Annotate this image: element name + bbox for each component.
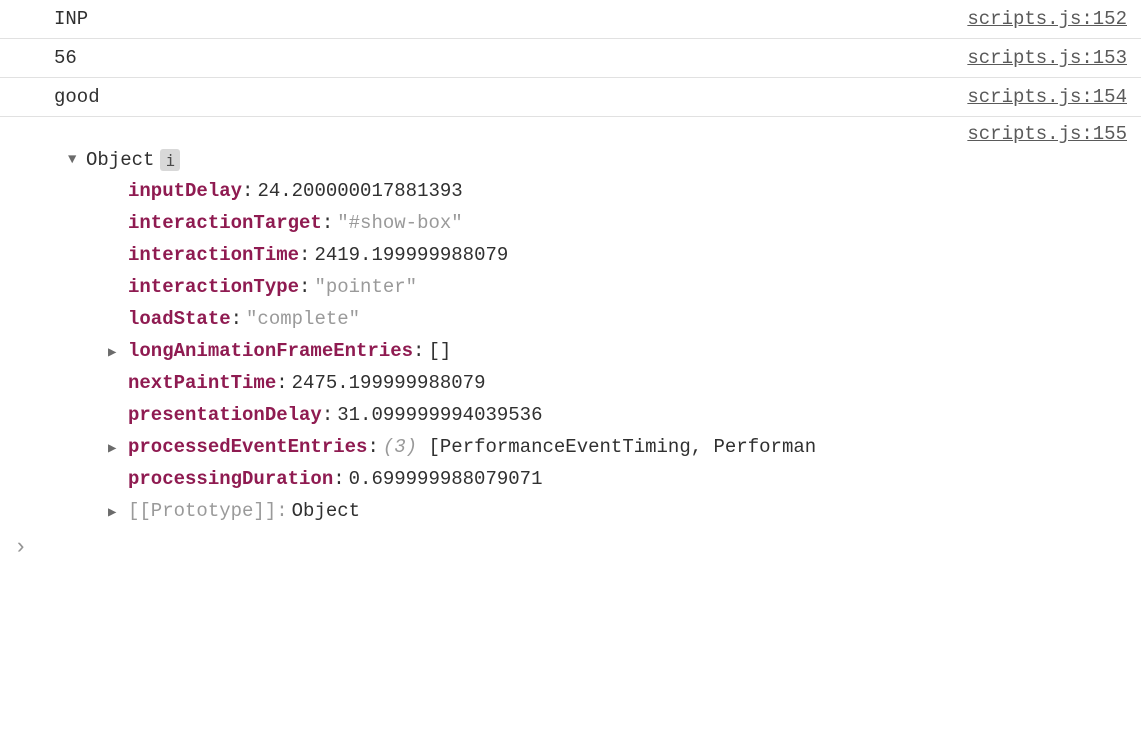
property-key: nextPaintTime	[128, 372, 276, 394]
property-value: 2475.199999988079	[292, 372, 486, 394]
array-count: (3)	[383, 436, 417, 458]
property-row[interactable]: interactionTarget: "#show-box"	[108, 207, 1141, 239]
console-prompt[interactable]: ›	[0, 527, 1141, 568]
info-icon[interactable]: i	[160, 149, 180, 171]
property-key: presentationDelay	[128, 404, 322, 426]
source-link[interactable]: scripts.js:152	[967, 8, 1127, 30]
property-key: processingDuration	[128, 468, 333, 490]
property-key: interactionTarget	[128, 212, 322, 234]
object-label: Object	[86, 149, 154, 171]
property-value: "#show-box"	[337, 212, 462, 234]
log-message: good	[54, 86, 100, 108]
disclosure-triangle-right-icon[interactable]: ▶	[108, 344, 128, 361]
property-key: interactionType	[128, 276, 299, 298]
property-row[interactable]: ▶ processedEventEntries: (3) [Performanc…	[108, 431, 1141, 463]
property-value: 24.200000017881393	[257, 180, 462, 202]
disclosure-triangle-right-icon[interactable]: ▶	[108, 440, 128, 457]
property-key: loadState	[128, 308, 231, 330]
source-link[interactable]: scripts.js:155	[967, 123, 1127, 145]
log-message: 56	[54, 47, 77, 69]
property-key: processedEventEntries	[128, 436, 367, 458]
disclosure-triangle-down-icon[interactable]	[68, 152, 86, 168]
log-row[interactable]: INP scripts.js:152	[0, 0, 1141, 39]
property-key: interactionTime	[128, 244, 299, 266]
property-value: 0.699999988079071	[349, 468, 543, 490]
property-value: [PerformanceEventTiming, Performan	[428, 436, 816, 458]
property-value: 31.099999994039536	[337, 404, 542, 426]
property-row[interactable]: interactionType: "pointer"	[108, 271, 1141, 303]
property-row[interactable]: inputDelay: 24.200000017881393	[108, 175, 1141, 207]
object-container: Object i inputDelay: 24.200000017881393 …	[0, 145, 1141, 527]
prototype-value: Object	[292, 500, 360, 522]
console-panel: INP scripts.js:152 56 scripts.js:153 goo…	[0, 0, 1141, 568]
log-row-object[interactable]: scripts.js:155	[0, 117, 1141, 145]
log-message: INP	[54, 8, 88, 30]
property-row[interactable]: presentationDelay: 31.099999994039536	[108, 399, 1141, 431]
property-key: inputDelay	[128, 180, 242, 202]
object-header[interactable]: Object i	[54, 145, 1141, 175]
prototype-key: [[Prototype]]	[128, 500, 276, 522]
property-row[interactable]: interactionTime: 2419.199999988079	[108, 239, 1141, 271]
property-row[interactable]: processingDuration: 0.699999988079071	[108, 463, 1141, 495]
property-row-prototype[interactable]: ▶ [[Prototype]]: Object	[108, 495, 1141, 527]
source-link[interactable]: scripts.js:154	[967, 86, 1127, 108]
property-value: "pointer"	[314, 276, 417, 298]
property-row[interactable]: nextPaintTime: 2475.199999988079	[108, 367, 1141, 399]
log-row[interactable]: good scripts.js:154	[0, 78, 1141, 117]
property-key: longAnimationFrameEntries	[128, 340, 413, 362]
property-value: []	[428, 340, 451, 362]
property-row[interactable]: ▶ longAnimationFrameEntries: []	[108, 335, 1141, 367]
property-value: "complete"	[246, 308, 360, 330]
property-value: 2419.199999988079	[314, 244, 508, 266]
disclosure-triangle-right-icon[interactable]: ▶	[108, 504, 128, 521]
source-link[interactable]: scripts.js:153	[967, 47, 1127, 69]
property-row[interactable]: loadState: "complete"	[108, 303, 1141, 335]
log-row[interactable]: 56 scripts.js:153	[0, 39, 1141, 78]
chevron-right-icon: ›	[14, 535, 27, 560]
object-properties: inputDelay: 24.200000017881393 interacti…	[54, 175, 1141, 527]
